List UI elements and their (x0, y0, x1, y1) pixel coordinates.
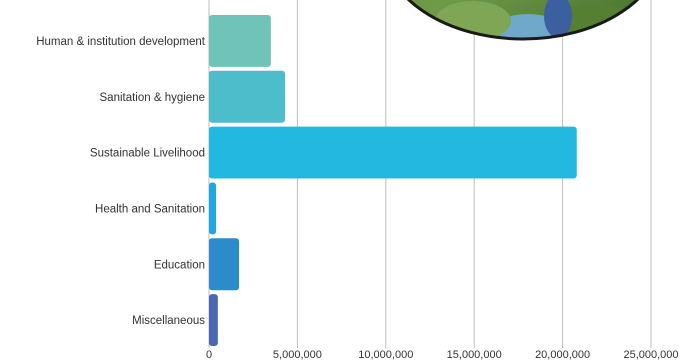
bar-5 (209, 294, 218, 347)
category-label-4: Education (154, 259, 205, 271)
bar-0 (209, 14, 271, 67)
category-label-5: Miscellaneous (132, 315, 205, 327)
category-label-1: Sanitation & hygiene (100, 92, 206, 104)
circular-photo-icon (378, 0, 668, 51)
bar-1 (209, 70, 286, 123)
x-tick-labels: 0 5,000,000 10,000,000 15,000,000 20,000,000… (206, 349, 679, 360)
x-tick-label-0: 0 (206, 349, 212, 360)
x-tick-label-1: 5,000,000 (273, 349, 322, 360)
bar-3 (209, 182, 217, 235)
category-label-0: Human & institution development (36, 36, 206, 48)
x-tick-label-3: 15,000,000 (447, 349, 502, 360)
x-tick-label-5: 25,000,000 (623, 349, 678, 360)
x-tick-label-4: 20,000,000 (535, 349, 590, 360)
bar-4 (209, 238, 240, 291)
bar-2 (209, 126, 577, 179)
category-label-3: Health and Sanitation (95, 203, 205, 215)
category-label-2: Sustainable Livelihood (90, 148, 205, 160)
bars (209, 14, 577, 347)
x-tick-label-2: 10,000,000 (358, 349, 413, 360)
category-labels: Human & institution development Sanitatio… (36, 36, 206, 327)
